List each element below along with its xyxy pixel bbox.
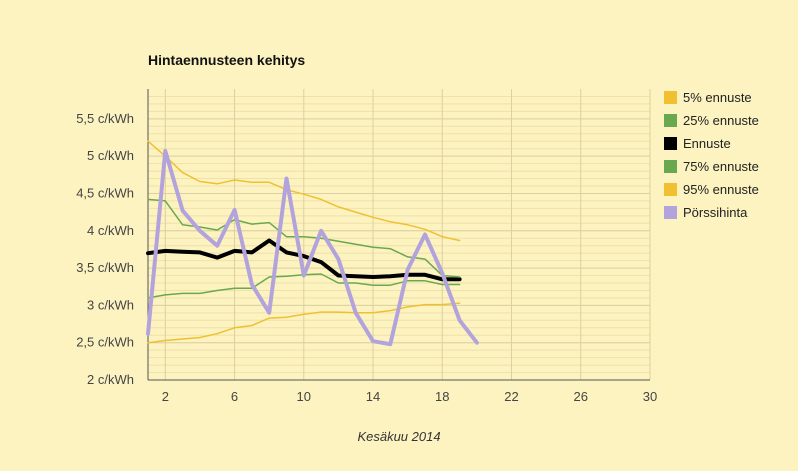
x-tick-label: 26 (574, 389, 588, 404)
legend-label: 5% ennuste (683, 90, 752, 105)
x-axis-title: Kesäkuu 2014 (357, 429, 440, 444)
chart-title: Hintaennusteen kehitys (148, 52, 305, 68)
legend-label: Pörssihinta (683, 205, 748, 220)
y-tick-label: 4 c/kWh (87, 223, 134, 238)
legend-label: 75% ennuste (683, 159, 759, 174)
x-tick-label: 2 (162, 389, 169, 404)
x-tick-label: 6 (231, 389, 238, 404)
legend-swatch (664, 183, 677, 196)
legend-swatch (664, 206, 677, 219)
legend-swatch (664, 137, 677, 150)
x-tick-label: 18 (435, 389, 449, 404)
series-line-0 (147, 302, 461, 344)
y-tick-label: 4,5 c/kWh (76, 185, 134, 200)
y-tick-label: 2,5 c/kWh (76, 335, 134, 350)
x-tick-label: 30 (643, 389, 657, 404)
legend-label: Ennuste (683, 136, 731, 151)
x-tick-label: 14 (366, 389, 380, 404)
y-tick-label: 2 c/kWh (87, 372, 134, 387)
y-tick-label: 3 c/kWh (87, 297, 134, 312)
x-tick-labels: 2 6 10 14 18 22 26 30 (162, 389, 658, 404)
series-line-4 (147, 140, 461, 242)
series-layer (146, 140, 479, 347)
legend-label: 95% ennuste (683, 182, 759, 197)
y-tick-labels: 2 c/kWh 2,5 c/kWh 3 c/kWh 3,5 c/kWh 4 c/kWh 4… (76, 111, 134, 387)
x-tick-label: 22 (504, 389, 518, 404)
legend-swatch (664, 160, 677, 173)
series-line-3 (147, 198, 461, 278)
y-tick-label: 3,5 c/kWh (76, 260, 134, 275)
legend-swatch (664, 114, 677, 127)
legend-label: 25% ennuste (683, 113, 759, 128)
y-tick-label: 5 c/kWh (87, 148, 134, 163)
legend: 5% ennuste 25% ennuste Ennuste 75% ennuste 9… (664, 90, 759, 220)
y-tick-label: 5,5 c/kWh (76, 111, 134, 126)
legend-swatch (664, 91, 677, 104)
x-tick-label: 10 (297, 389, 311, 404)
series-line-5 (146, 148, 479, 347)
